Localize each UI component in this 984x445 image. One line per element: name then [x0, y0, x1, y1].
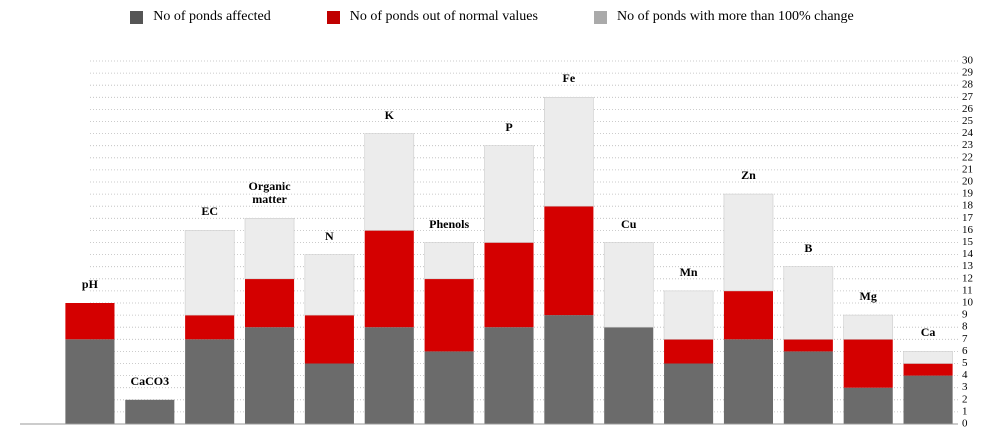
bar-segment	[604, 327, 654, 424]
y-tick-label: 17	[962, 212, 974, 224]
legend-item: No of ponds affected	[130, 9, 271, 25]
category-label: Ca	[920, 325, 936, 340]
y-tick-label: 4	[962, 369, 968, 381]
legend: No of ponds affected No of ponds out of n…	[0, 9, 984, 25]
y-tick-label: 6	[962, 345, 968, 357]
category-label: Phenols	[429, 216, 470, 231]
y-tick-label: 9	[962, 309, 968, 321]
category-label: Cu	[621, 216, 637, 231]
y-tick-label: 19	[962, 188, 974, 200]
bar-segment	[783, 266, 834, 340]
y-tick-label: 15	[962, 236, 974, 248]
bar-segment	[304, 363, 354, 424]
y-tick-label: 5	[962, 357, 968, 369]
category-label: pH	[81, 277, 98, 291]
y-tick-label: 2	[962, 393, 968, 405]
bar-segment	[544, 206, 594, 316]
bar-segment	[544, 97, 594, 207]
y-tick-label: 10	[962, 297, 974, 309]
bar-segment	[544, 315, 594, 424]
category-label: N	[325, 228, 334, 243]
bar-segment	[304, 315, 354, 364]
category-label: Mg	[859, 289, 877, 304]
bar-segment	[65, 303, 115, 340]
y-tick-label: 22	[962, 151, 973, 163]
bar-segment	[783, 351, 833, 424]
y-tick-label: 8	[962, 321, 968, 333]
y-tick-label: 13	[962, 260, 974, 272]
y-tick-label: 23	[962, 139, 974, 151]
bar-segment	[843, 314, 894, 340]
bar-segment	[723, 193, 774, 292]
bar-segment	[424, 242, 474, 280]
category-label: P	[505, 119, 513, 134]
legend-swatch	[130, 10, 144, 24]
bar-segment	[843, 339, 893, 388]
y-tick-label: 0	[962, 418, 968, 430]
category-label: Mn	[679, 264, 698, 279]
category-label: Zn	[741, 168, 756, 183]
y-tick-label: 12	[962, 272, 973, 284]
bar-segment	[424, 351, 474, 424]
bar-segment	[903, 375, 953, 424]
legend-item: No of ponds with more than 100% change	[593, 9, 854, 25]
category-label: Organic matter	[248, 179, 291, 207]
bar-segment	[424, 278, 474, 352]
bar-segment	[664, 339, 714, 364]
bar-segment	[65, 339, 115, 424]
y-tick-label: 27	[962, 91, 974, 103]
bar-segment	[843, 387, 893, 424]
legend-label: No of ponds with more than 100% change	[616, 9, 854, 24]
category-label: K	[384, 107, 394, 122]
bar-segment	[723, 339, 774, 424]
bar-segment	[664, 363, 714, 424]
bar-segment	[484, 242, 534, 328]
y-tick-label: 11	[962, 284, 973, 296]
y-tick-label: 30	[962, 55, 974, 67]
y-tick-label: 26	[962, 103, 974, 115]
y-tick-label: 28	[962, 79, 974, 91]
legend-label: No of ponds affected	[153, 9, 271, 24]
bar-segment	[184, 230, 235, 316]
legend-swatch	[326, 10, 340, 24]
y-tick-label: 20	[962, 176, 974, 188]
bar-segment	[185, 339, 235, 424]
category-label: Fe	[562, 71, 576, 86]
category-label: B	[804, 240, 813, 255]
bar-segment	[603, 242, 654, 328]
legend-swatch	[593, 10, 607, 24]
y-tick-label: 24	[962, 127, 974, 139]
category-label: CaCO3	[130, 373, 170, 388]
bar-segment	[304, 254, 355, 316]
y-tick-label: 21	[962, 163, 973, 175]
bar-segment	[364, 230, 414, 328]
bar-segment	[364, 327, 414, 424]
legend-item: No of ponds out of normal values	[326, 9, 538, 25]
bar-segment	[125, 399, 175, 424]
bar-segment	[244, 218, 295, 280]
bar-segment	[484, 327, 534, 424]
category-label: EC	[201, 204, 218, 219]
y-tick-label: 1	[962, 405, 968, 417]
bar-segment	[663, 290, 714, 340]
y-tick-label: 16	[962, 224, 974, 236]
bar-segment	[723, 290, 774, 340]
y-tick-label: 7	[962, 333, 968, 345]
bar-segment	[484, 145, 534, 243]
bar-segment	[903, 351, 953, 364]
bar-segment	[903, 363, 953, 376]
y-tick-label: 25	[962, 115, 974, 127]
bar-segment	[244, 327, 295, 424]
legend-label: No of ponds out of normal values	[349, 9, 538, 24]
y-tick-label: 29	[962, 67, 974, 79]
y-tick-label: 18	[962, 200, 974, 212]
y-tick-label: 3	[962, 381, 968, 393]
bar-segment	[364, 133, 415, 231]
y-tick-label: 14	[962, 248, 974, 260]
bar-segment	[244, 278, 295, 328]
bar-segment	[783, 339, 833, 352]
bar-segment	[185, 315, 235, 340]
